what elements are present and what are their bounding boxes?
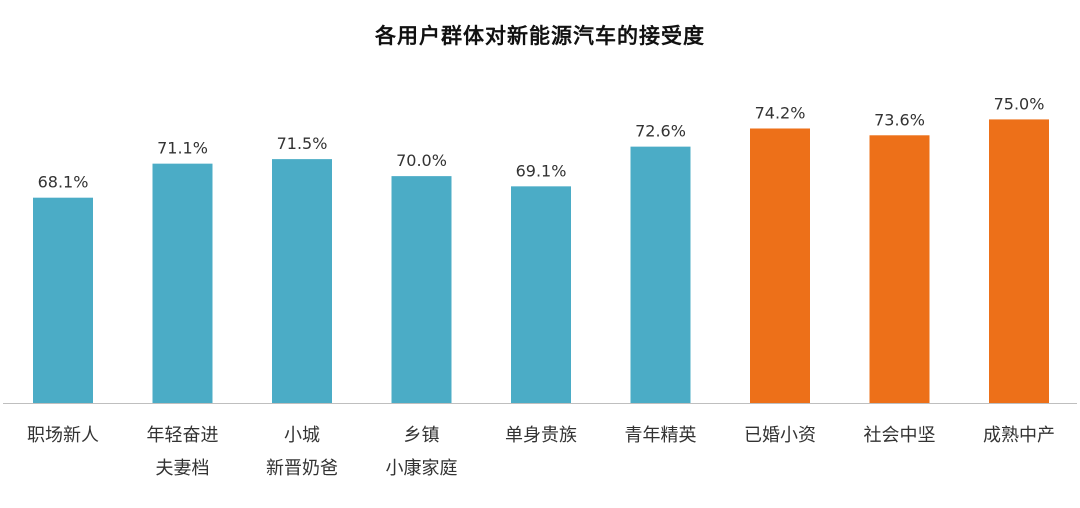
value-label-2: 71.1% [157, 139, 208, 158]
bar-7 [750, 128, 810, 403]
category-label-5-line-1: 单身贵族 [505, 425, 577, 446]
bar-3 [272, 159, 332, 403]
category-label-6-line-1: 青年精英 [625, 425, 697, 446]
category-label-2-line-2: 夫妻档 [156, 458, 210, 479]
value-label-7: 74.2% [755, 103, 806, 122]
bar-4 [391, 176, 452, 403]
category-label-1-line-1: 职场新人 [27, 425, 99, 446]
value-label-6: 72.6% [635, 122, 686, 141]
value-label-3: 71.5% [277, 134, 328, 153]
category-label-7-line-1: 已婚小资 [744, 425, 816, 446]
bar-5 [511, 186, 571, 403]
category-label-2-line-1: 年轻奋进 [147, 425, 219, 446]
bars-layer [33, 119, 1049, 404]
category-label-3-line-2: 新晋奶爸 [266, 458, 338, 479]
value-label-5: 69.1% [516, 161, 567, 180]
value-labels-layer: 68.1% 71.1% 71.5% 70.0% 69.1% 72.6% 74.2% 73.6%… [38, 94, 1045, 191]
bar-2 [152, 163, 213, 403]
bar-1 [33, 197, 93, 403]
category-label-8-line-1: 社会中坚 [864, 425, 936, 446]
bar-6 [630, 146, 691, 404]
value-label-8: 73.6% [874, 110, 925, 129]
bar-9 [989, 119, 1049, 403]
category-label-4-line-2: 小康家庭 [386, 458, 458, 479]
chart-title: 各用户群体对新能源汽车的接受度 [375, 24, 705, 48]
bar-8 [869, 135, 930, 403]
category-label-3-line-1: 小城 [284, 425, 320, 446]
value-label-4: 70.0% [396, 151, 447, 170]
value-label-1: 68.1% [38, 173, 89, 192]
category-label-9-line-1: 成熟中产 [983, 425, 1055, 446]
category-label-4-line-1: 乡镇 [404, 425, 440, 446]
value-label-9: 75.0% [994, 94, 1045, 113]
